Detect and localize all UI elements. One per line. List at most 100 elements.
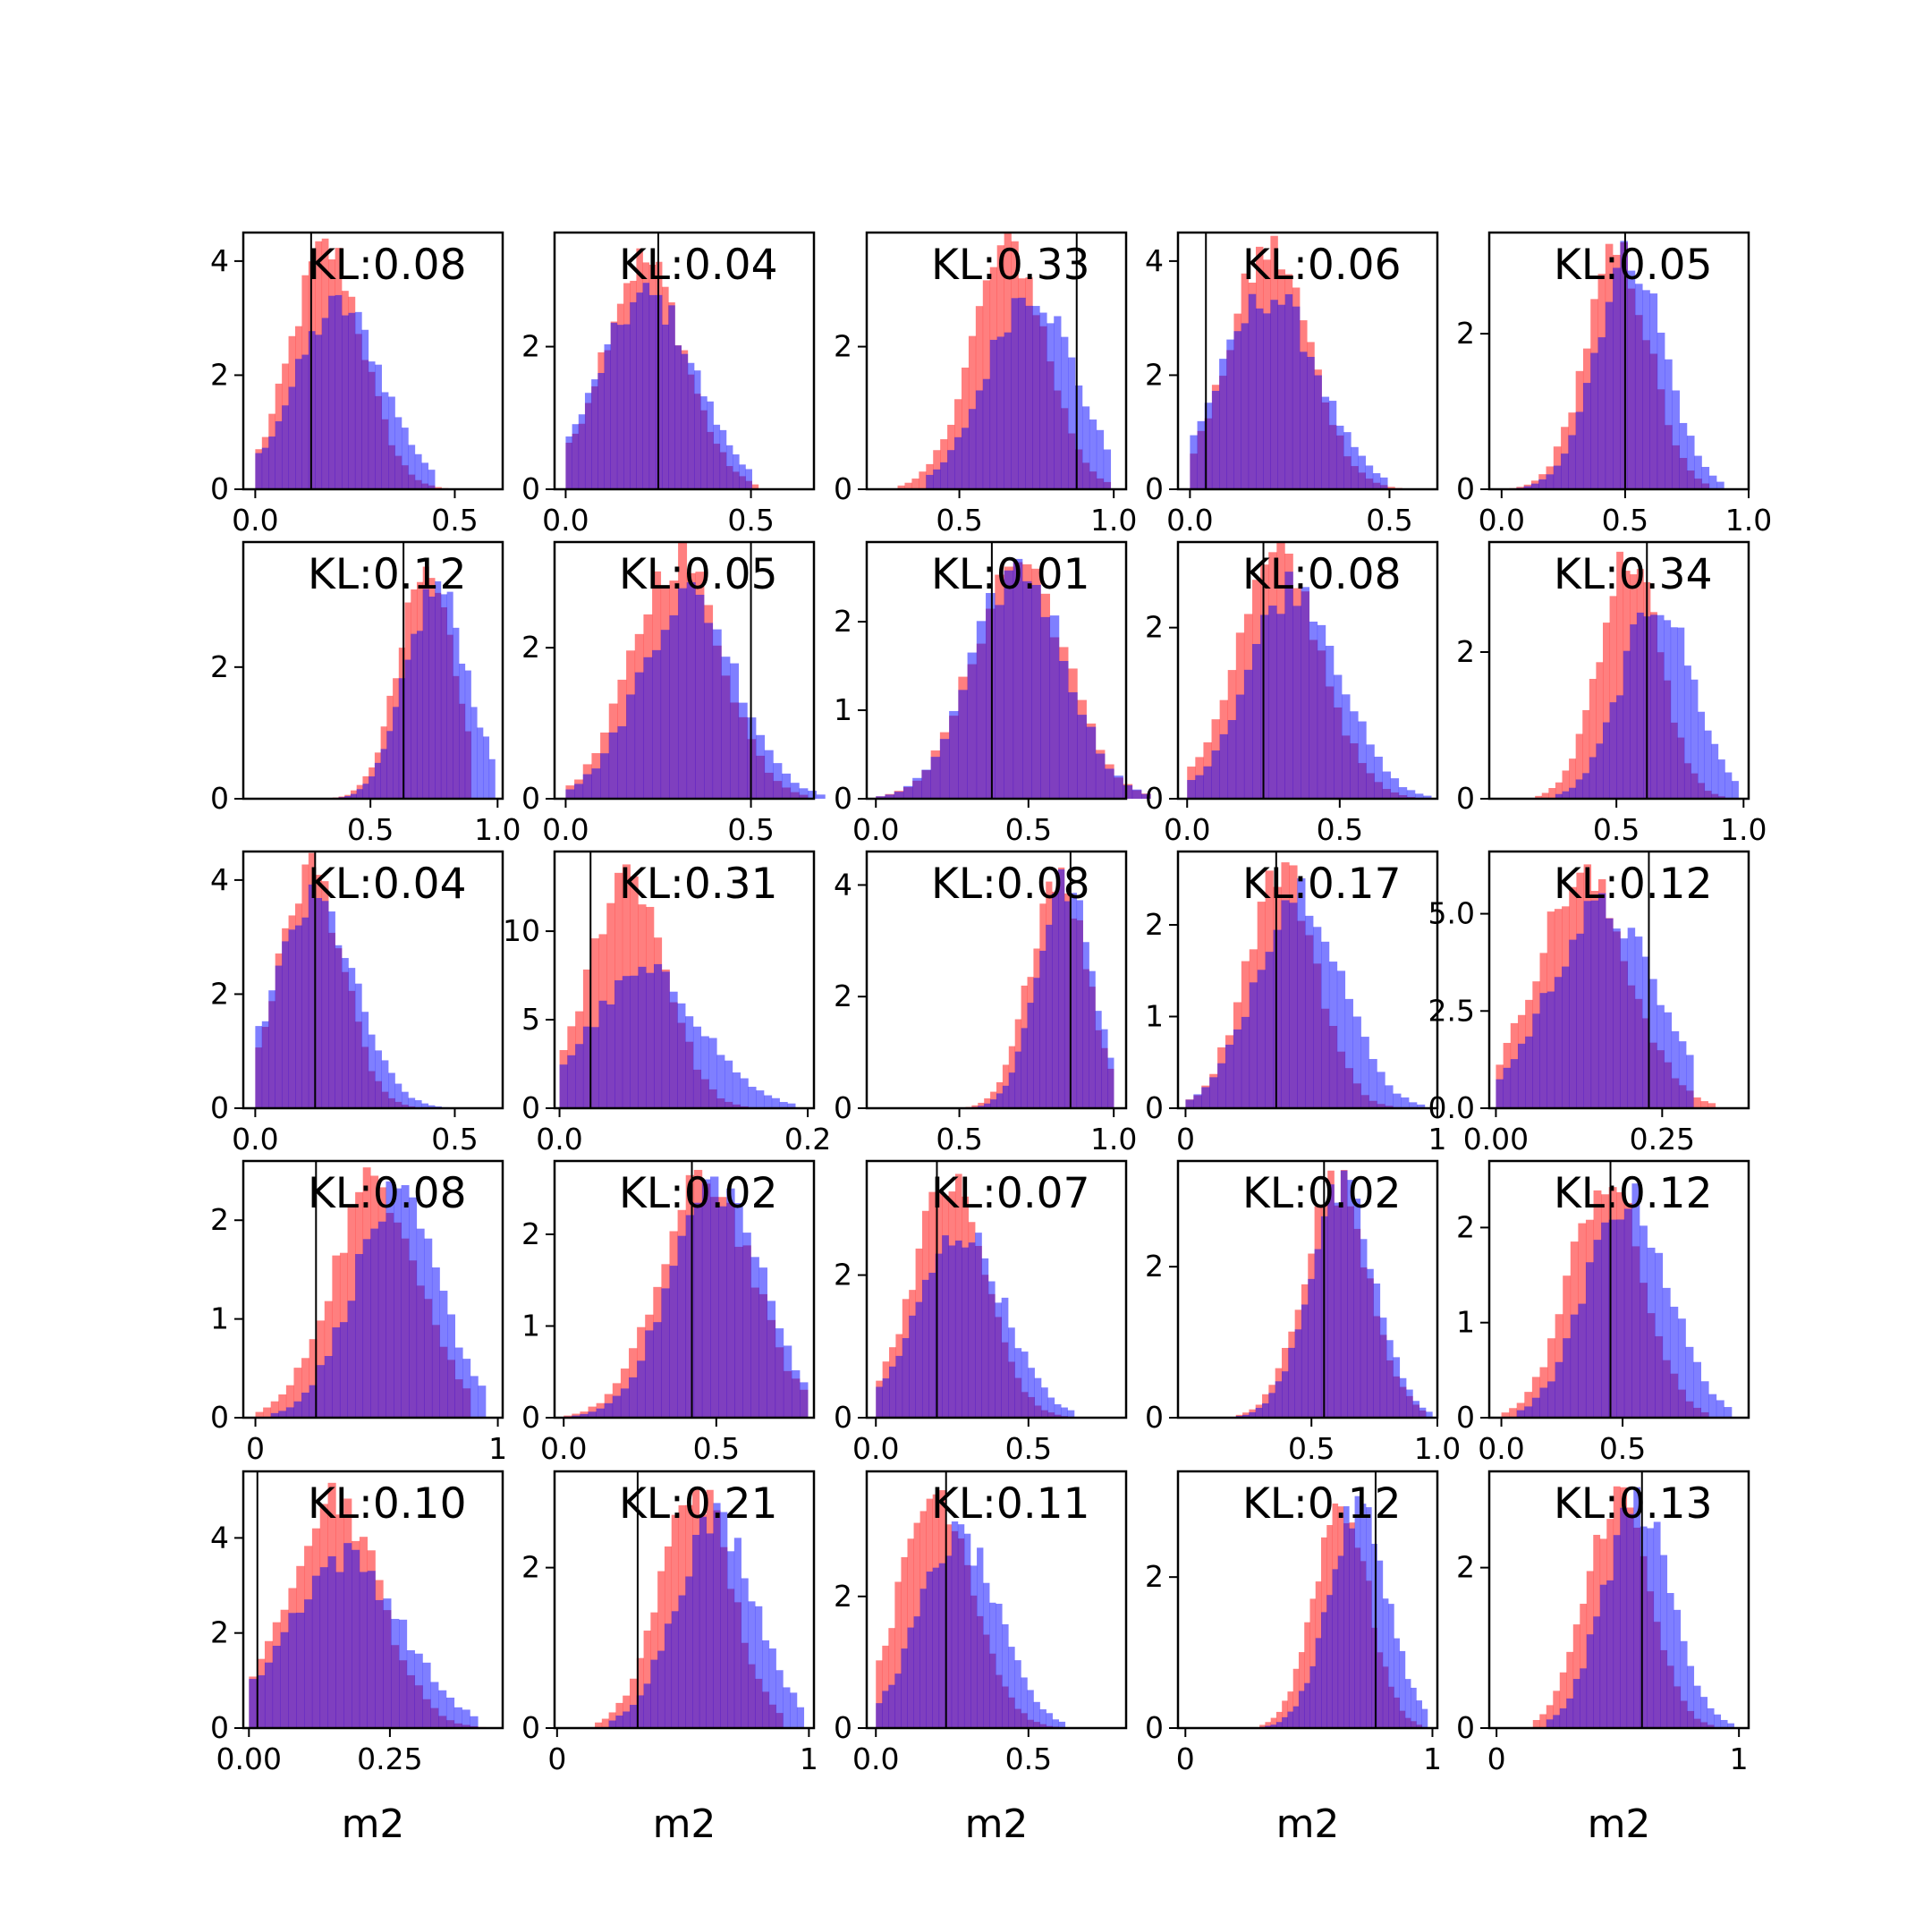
blue-histogram-bar: [1082, 942, 1089, 1108]
blue-histogram-bar: [567, 1055, 576, 1108]
blue-histogram-bar: [462, 1359, 471, 1418]
blue-histogram-bar: [1634, 936, 1643, 1108]
blue-histogram-bar: [1332, 1569, 1339, 1728]
blue-histogram-bar: [1664, 1012, 1673, 1108]
y-tick-label: 0: [834, 781, 852, 816]
blue-histogram-bar: [1589, 757, 1597, 799]
histogram-panel: 0 1 2 0.0 0.5 KL:0.02: [521, 1159, 816, 1466]
blue-histogram-bar: [1724, 1407, 1733, 1418]
red-histogram-bar: [1541, 792, 1549, 799]
blue-histogram-bar: [790, 783, 800, 799]
blue-histogram-bar: [938, 1563, 946, 1728]
blue-histogram-bar: [275, 965, 283, 1108]
blue-histogram-bar: [1421, 1708, 1428, 1728]
blue-histogram-bar: [791, 1370, 801, 1418]
blue-histogram-bar: [335, 945, 343, 1108]
blue-histogram-bar: [470, 1376, 479, 1418]
blue-histogram-bar: [1086, 726, 1097, 799]
blue-histogram-bar: [462, 1709, 470, 1728]
x-tick-label: 0.0: [1478, 1431, 1524, 1466]
blue-histogram-bar: [1075, 385, 1083, 489]
blue-histogram-bar: [1708, 475, 1717, 489]
blue-histogram-bar: [394, 1083, 402, 1108]
blue-histogram-bar: [669, 614, 679, 799]
blue-histogram-bar: [1630, 624, 1638, 799]
y-tick-label: 0: [210, 471, 229, 506]
blue-histogram-bar: [255, 1026, 263, 1108]
blue-histogram-bar: [894, 792, 904, 799]
blue-histogram-bar: [1337, 1555, 1344, 1728]
blue-histogram-bar: [1225, 1044, 1234, 1108]
blue-histogram-bar: [1561, 453, 1569, 489]
blue-histogram-bar: [1649, 293, 1658, 489]
red-histogram-bar: [751, 484, 759, 489]
blue-histogram-bar: [1270, 1724, 1277, 1728]
blue-histogram-bar: [1398, 787, 1408, 799]
blue-histogram-bar: [354, 311, 362, 489]
red-histogram-bar: [643, 1631, 651, 1728]
blue-histogram-bar: [882, 1378, 890, 1418]
blue-histogram-bar: [1011, 298, 1019, 489]
blue-histogram-bar: [1033, 1701, 1040, 1728]
y-tick-label: 5.0: [1428, 896, 1475, 931]
blue-histogram-bar: [1655, 1252, 1664, 1418]
blue-histogram-bar: [1070, 893, 1078, 1108]
blue-histogram-bar: [1298, 1690, 1305, 1728]
y-tick-label: 2: [1145, 1249, 1164, 1284]
blue-histogram-bar: [1623, 1208, 1632, 1418]
red-histogram-bar: [971, 1105, 979, 1108]
blue-histogram-bar: [1401, 1097, 1410, 1108]
blue-histogram-bar: [699, 1516, 707, 1728]
blue-histogram-bar: [1599, 1584, 1607, 1728]
blue-histogram-bar: [984, 1103, 991, 1108]
blue-histogram-bar: [377, 1221, 386, 1418]
kl-label: KL:0.01: [931, 550, 1090, 599]
blue-histogram-bar: [989, 1602, 996, 1728]
blue-histogram-bar: [282, 941, 289, 1108]
blue-histogram-bar: [1716, 481, 1724, 489]
blue-histogram-bar: [713, 424, 721, 489]
blue-histogram-bar: [1008, 1072, 1016, 1108]
blue-histogram-bar: [1081, 406, 1090, 489]
red-histogram-bar: [615, 1702, 623, 1728]
x-tick-label: 1.0: [1090, 1122, 1137, 1157]
axes-frame: [242, 850, 504, 1110]
blue-histogram-bar: [584, 393, 592, 489]
blue-histogram-bar: [1292, 606, 1301, 799]
blue-histogram-bar: [1141, 793, 1151, 799]
x-tick-label: 1.0: [1414, 1431, 1461, 1466]
blue-histogram-bar: [1197, 420, 1206, 489]
blue-histogram-bar: [876, 1386, 883, 1418]
x-tick-label: 1.0: [1725, 503, 1772, 538]
y-tick-label: 0: [210, 1710, 229, 1745]
blue-histogram-bar: [361, 329, 369, 489]
blue-histogram-bar: [800, 1382, 809, 1418]
blue-histogram-bar: [767, 1301, 776, 1418]
blue-histogram-bar: [1211, 750, 1220, 799]
blue-histogram-bar: [1046, 323, 1055, 489]
blue-histogram-bar: [942, 1235, 949, 1418]
histogram-panel: 0 2 0.5 1.0 KL:0.12: [210, 540, 521, 847]
blue-histogram-bar: [1340, 1170, 1348, 1418]
blue-histogram-bar: [730, 663, 740, 799]
blue-histogram-bar: [488, 758, 496, 799]
blue-histogram-bar: [1013, 558, 1023, 799]
blue-histogram-bar: [989, 339, 997, 489]
blue-histogram-bar: [604, 1402, 614, 1418]
blue-histogram-bar: [1539, 1387, 1548, 1418]
blue-histogram-bar: [1575, 779, 1583, 799]
blue-histogram-bar: [1032, 306, 1040, 489]
blue-histogram-bar: [1360, 1239, 1368, 1418]
blue-histogram-bar: [1385, 1085, 1394, 1108]
blue-histogram-bar: [1284, 293, 1293, 489]
blue-histogram-bar: [901, 1648, 908, 1728]
blue-histogram-bar: [1694, 455, 1702, 489]
blue-histogram-bar: [1649, 979, 1657, 1108]
y-tick-label: 0: [834, 1090, 852, 1125]
blue-histogram-bar: [912, 777, 922, 799]
histogram-panel: 0 2 0.0 0.5 KL:0.04: [521, 231, 816, 538]
blue-histogram-bar: [1633, 1487, 1641, 1728]
blue-histogram-bar: [288, 1613, 297, 1728]
blue-histogram-bar: [1578, 1303, 1587, 1418]
kl-label: KL:0.12: [1242, 1479, 1402, 1529]
